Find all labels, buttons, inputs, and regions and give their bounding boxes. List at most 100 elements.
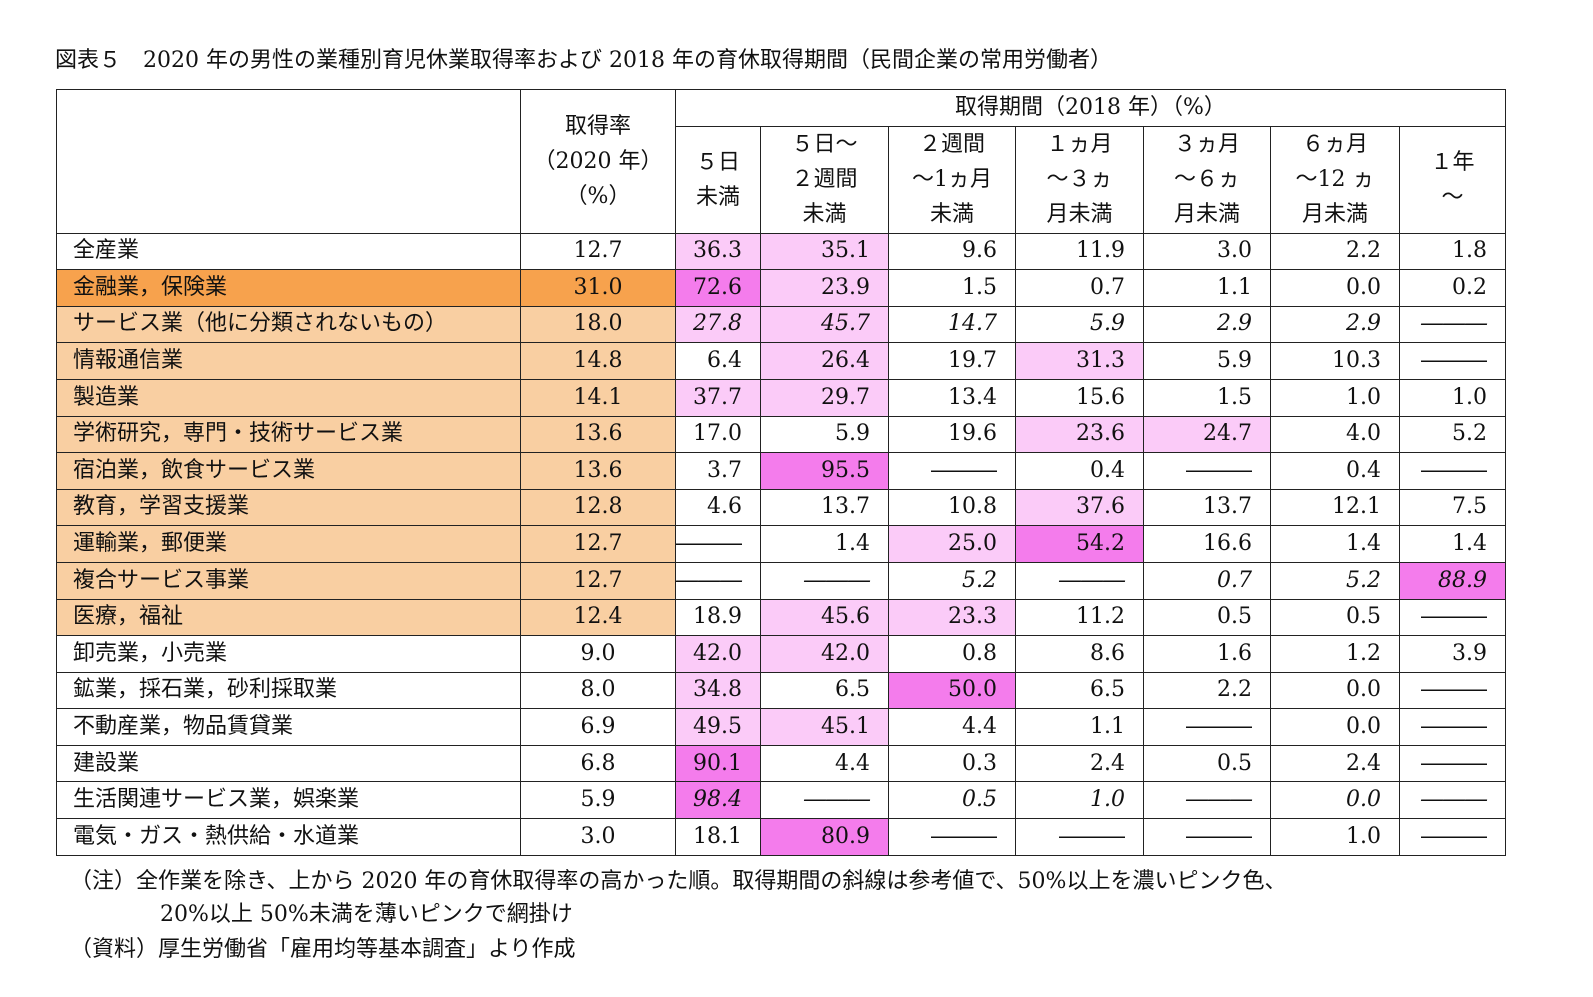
period-value-cell: 1.1 [1143,269,1271,307]
rate-cell: 14.8 [520,342,676,380]
period-value-cell: 3.0 [1143,232,1271,271]
period-header-line: ５日 [695,149,740,175]
period-value-cell: 5.9 [760,415,889,454]
period-value-cell: ――― [760,561,889,600]
period-value-cell: 11.2 [1015,598,1144,637]
period-value-cell: ――― [888,818,1016,856]
period-value-cell: 16.6 [1143,525,1271,563]
period-value-cell: 0.5 [1270,598,1400,637]
rate-cell: 14.1 [520,378,676,417]
period-value-cell: ――― [675,561,761,600]
period-value-cell: 0.3 [888,744,1016,783]
period-value-cell: 2.2 [1270,232,1400,271]
table-row: 宿泊業，飲食サービス業 13.6 3.7 95.5 ――― 0.4 ――― 0.4 ――― [56,452,1506,490]
rate-cell: 13.6 [520,415,676,454]
period-value-cell: 23.6 [1015,415,1144,454]
period-value-cell: 2.4 [1270,744,1400,783]
period-value-cell: 17.0 [675,415,761,454]
table-row: 複合サービス事業 12.7 ――― ――― 5.2 ――― 0.7 5.2 88.9 [56,561,1506,600]
rate-header-line: （2020 年） [533,148,663,174]
period-value-cell: 1.4 [760,525,889,563]
period-value-cell: 13.7 [760,488,889,527]
period-value-cell: 8.6 [1015,635,1144,673]
period-header: ２週間 ～1ヵ月 未満 [888,126,1016,234]
period-value-cell: 88.9 [1399,561,1506,600]
period-value-cell: 6.4 [675,342,761,380]
period-value-cell: 34.8 [675,671,761,710]
period-header-line: ～ [1441,184,1464,210]
period-value-cell: 72.6 [675,269,761,307]
table-row: 鉱業，採石業，砂利採取業 8.0 34.8 6.5 50.0 6.5 2.2 0.0 ――― [56,671,1506,710]
rate-cell: 12.7 [520,525,676,563]
period-value-cell: 37.6 [1015,488,1144,527]
industry-cell: 鉱業，採石業，砂利採取業 [56,671,521,710]
table-row: 全産業 12.7 36.3 35.1 9.6 11.9 3.0 2.2 1.8 [56,232,1506,271]
period-header-line: 未満 [929,202,974,228]
rate-header: 取得率 （2020 年） （%） [520,89,676,234]
period-value-cell: 0.0 [1270,708,1400,746]
period-header: ３ヵ月 ～６ヵ 月未満 [1143,126,1271,234]
period-value-cell: 0.5 [1143,598,1271,637]
table-row: 金融業，保険業 31.0 72.6 23.9 1.5 0.7 1.1 0.0 0.2 [56,269,1506,307]
period-value-cell: 18.9 [675,598,761,637]
period-value-cell: 10.3 [1270,342,1400,380]
period-value-cell: 19.6 [888,415,1016,454]
period-header: ６ヵ月 ～12 ヵ 月未満 [1270,126,1400,234]
period-value-cell: 0.0 [1270,269,1400,307]
note-line: 20%以上 50%未満を薄いピンクで網掛け [160,902,573,927]
period-value-cell: 45.7 [760,305,889,344]
period-value-cell: 2.9 [1270,305,1400,344]
industry-cell: 卸売業，小売業 [56,635,521,673]
period-value-cell: 26.4 [760,342,889,380]
period-value-cell: 1.0 [1015,781,1144,820]
period-value-cell: 95.5 [760,452,889,490]
source-line: （資料）厚生労働省「雇用均等基本調査」より作成 [70,937,576,962]
period-value-cell: 0.4 [1015,452,1144,490]
period-value-cell: 0.0 [1270,781,1400,820]
period-value-cell: 0.2 [1399,269,1506,307]
industry-cell: 運輸業，郵便業 [56,525,521,563]
industry-cell: 電気・ガス・熱供給・水道業 [56,818,521,856]
period-value-cell: 2.4 [1015,744,1144,783]
industry-cell: 全産業 [56,232,521,271]
period-value-cell: ――― [1143,818,1271,856]
period-value-cell: ――― [1143,781,1271,820]
period-header-line: ３ヵ月 [1173,132,1240,157]
period-value-cell: 1.8 [1399,232,1506,271]
table-body: 全産業 12.7 36.3 35.1 9.6 11.9 3.0 2.2 1.8 金融業，保険業 31… [56,232,1506,856]
period-value-cell: 1.5 [888,269,1016,307]
data-table: 取得率 （2020 年） （%） 取得期間（2018 年）（%） ５日 未満 ５… [56,89,1506,856]
industry-cell: 製造業 [56,378,521,417]
period-header-line: ～６ヵ [1173,167,1240,193]
period-value-cell: ――― [1399,598,1506,637]
rate-header-line: （%） [565,183,631,209]
rate-cell: 6.9 [520,708,676,746]
table-row: 教育，学習支援業 12.8 4.6 13.7 10.8 37.6 13.7 12.1 7.5 [56,488,1506,527]
period-value-cell: 6.5 [760,671,889,710]
period-value-cell: ――― [1015,818,1144,856]
period-value-cell: 10.8 [888,488,1016,527]
period-value-cell: 1.0 [1399,378,1506,417]
period-value-cell: 4.4 [760,744,889,783]
period-header-line: 月未満 [1046,202,1113,228]
period-value-cell: 23.9 [760,269,889,307]
period-value-cell: 80.9 [760,818,889,856]
period-value-cell: 54.2 [1015,525,1144,563]
period-value-cell: 45.6 [760,598,889,637]
period-value-cell: 31.3 [1015,342,1144,380]
period-header: １ヵ月 ～３ヵ 月未満 [1015,126,1144,234]
period-value-cell: 0.8 [888,635,1016,673]
industry-cell: サービス業（他に分類されないもの） [56,305,521,344]
period-value-cell: 42.0 [760,635,889,673]
period-header-line: ６ヵ月 [1301,132,1368,157]
period-value-cell: 11.9 [1015,232,1144,271]
period-value-cell: ――― [888,452,1016,490]
rate-cell: 31.0 [520,269,676,307]
period-value-cell: 5.9 [1015,305,1144,344]
period-value-cell: 1.4 [1270,525,1400,563]
rate-cell: 13.6 [520,452,676,490]
rate-cell: 6.8 [520,744,676,783]
period-header-line: 月未満 [1173,202,1240,228]
period-value-cell: 1.1 [1015,708,1144,746]
industry-cell: 情報通信業 [56,342,521,380]
